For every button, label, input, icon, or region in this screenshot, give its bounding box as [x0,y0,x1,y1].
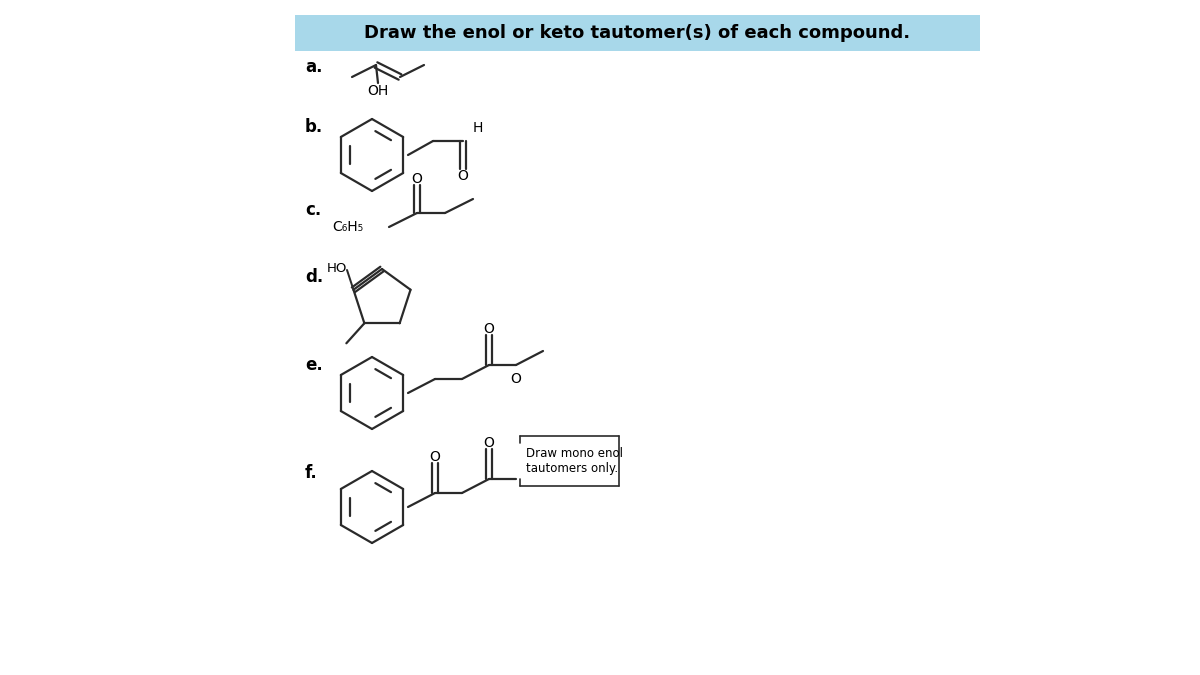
Text: a.: a. [305,58,323,76]
Text: f.: f. [305,464,318,482]
Text: Draw mono enol
tautomers only.: Draw mono enol tautomers only. [526,447,623,475]
Text: O: O [430,450,440,464]
Text: H: H [473,121,484,135]
Text: Draw the enol or keto tautomer(s) of each compound.: Draw the enol or keto tautomer(s) of eac… [365,24,911,42]
Text: e.: e. [305,356,323,374]
Text: O: O [510,372,522,386]
Text: HO: HO [326,261,347,275]
Text: O: O [484,322,494,336]
Text: b.: b. [305,118,323,136]
Text: O: O [457,169,468,183]
FancyBboxPatch shape [295,15,980,51]
Text: c.: c. [305,201,322,219]
Text: d.: d. [305,268,323,286]
Text: O: O [484,436,494,450]
Text: O: O [412,172,422,186]
Text: C₆H₅: C₆H₅ [332,220,364,234]
Text: OH: OH [367,84,389,98]
